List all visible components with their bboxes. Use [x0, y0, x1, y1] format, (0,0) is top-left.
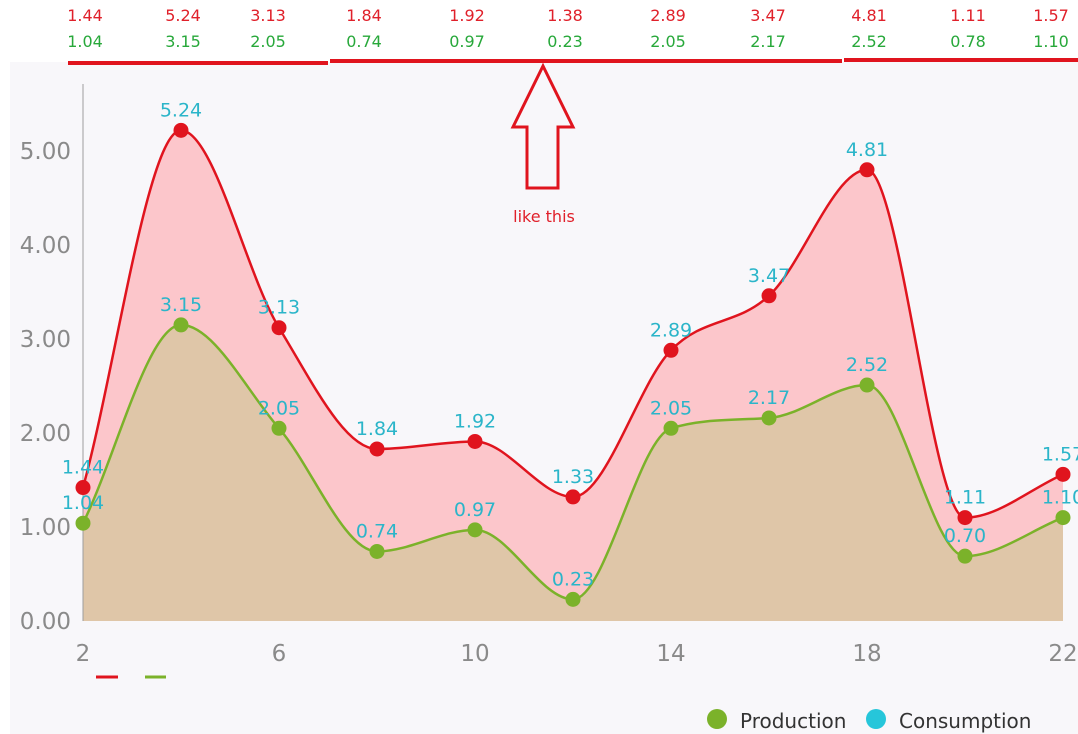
- x-tick-label: 18: [852, 641, 881, 667]
- point-red-series: [369, 441, 385, 457]
- y-tick-label: 3.00: [20, 327, 71, 353]
- top-green-value: 0.23: [547, 32, 583, 51]
- up-arrow-icon: [510, 62, 576, 190]
- point-green-series: [173, 317, 189, 333]
- point-red-series: [271, 320, 287, 336]
- y-tick-label: 1.00: [20, 515, 71, 541]
- data-label-green-series: 0.23: [552, 568, 594, 590]
- top-red-value: 1.92: [449, 6, 485, 25]
- top-green-value: 2.17: [750, 32, 786, 51]
- data-label-green-series: 0.74: [356, 520, 398, 542]
- data-label-green-series: 0.97: [454, 499, 496, 521]
- data-label-red-series: 1.33: [552, 466, 594, 488]
- data-label-red-series: 3.13: [258, 297, 300, 319]
- top-green-value: 0.78: [950, 32, 986, 51]
- area-green-series: [83, 324, 1063, 621]
- y-axis-ticks: 0.00 1.00 2.00 3.00 4.00 5.00: [20, 139, 71, 635]
- legend-marker-production: [707, 709, 727, 729]
- data-label-green-series: 2.52: [846, 354, 888, 376]
- top-green-value: 0.97: [449, 32, 485, 51]
- chart-legend: Production Consumption: [707, 709, 1031, 733]
- point-green-series: [663, 420, 679, 436]
- point-red-series: [467, 433, 483, 449]
- point-red-series: [957, 510, 973, 526]
- top-green-value: 0.74: [346, 32, 382, 51]
- top-red-value: 1.11: [950, 6, 986, 25]
- arrow-annotation: like this: [510, 62, 576, 226]
- legend-marker-consumption: [866, 709, 886, 729]
- point-red-series: [565, 489, 581, 505]
- point-red-series: [173, 122, 189, 138]
- point-green-series: [271, 420, 287, 436]
- data-label-green-series: 2.05: [650, 397, 692, 419]
- top-green-value: 1.04: [67, 32, 103, 51]
- point-green-series: [761, 410, 777, 426]
- arrow-caption: like this: [513, 207, 575, 226]
- x-tick-label: 6: [272, 641, 287, 667]
- data-label-red-series: 1.11: [944, 487, 986, 509]
- top-red-value: 2.89: [650, 6, 686, 25]
- top-underline: [68, 58, 1078, 65]
- y-tick-label: 5.00: [20, 139, 71, 165]
- top-red-value: 1.57: [1033, 6, 1069, 25]
- data-labels: 1.44 5.24 3.13 1.84 1.92 1.33 2.89 3.47 4.81 1.11…: [62, 99, 1078, 590]
- data-label-green-series: 1.10: [1042, 487, 1078, 509]
- point-green-series: [565, 591, 581, 607]
- data-label-green-series: 3.15: [160, 294, 202, 316]
- x-tick-label: 22: [1048, 641, 1077, 667]
- top-green-value: 2.05: [650, 32, 686, 51]
- point-green-series: [859, 377, 875, 393]
- top-red-value: 4.81: [851, 6, 887, 25]
- point-red-series: [663, 342, 679, 358]
- data-label-red-series: 1.44: [62, 457, 104, 479]
- top-red-value: 1.38: [547, 6, 583, 25]
- data-label-red-series: 3.47: [748, 265, 790, 287]
- point-red-series: [1055, 466, 1071, 482]
- data-label-red-series: 1.57: [1042, 443, 1078, 465]
- data-label-green-series: 2.17: [748, 387, 790, 409]
- point-green-series: [1055, 510, 1071, 526]
- point-red-series: [761, 288, 777, 304]
- data-label-green-series: 2.05: [258, 397, 300, 419]
- point-red-series: [75, 480, 91, 496]
- x-axis-ticks: 2 6 10 14 18 22: [76, 641, 1078, 667]
- top-red-value: 3.47: [750, 6, 786, 25]
- data-label-red-series: 1.84: [356, 418, 398, 440]
- legend-label-consumption: Consumption: [899, 709, 1031, 733]
- data-label-green-series: 0.70: [944, 525, 986, 547]
- data-label-red-series: 4.81: [846, 139, 888, 161]
- y-tick-label: 0.00: [20, 609, 71, 635]
- top-red-value: 1.44: [67, 6, 103, 25]
- data-label-red-series: 2.89: [650, 319, 692, 341]
- y-tick-label: 2.00: [20, 421, 71, 447]
- data-label-green-series: 1.04: [62, 492, 104, 514]
- data-points: [75, 122, 1071, 607]
- top-red-value: 5.24: [165, 6, 201, 25]
- legend-label-production: Production: [740, 709, 846, 733]
- top-green-value: 1.10: [1033, 32, 1069, 51]
- x-tick-label: 10: [460, 641, 489, 667]
- point-green-series: [369, 543, 385, 559]
- top-red-value: 3.13: [250, 6, 286, 25]
- series-areas: [83, 130, 1063, 621]
- top-red-value: 1.84: [346, 6, 382, 25]
- x-tick-label: 2: [76, 641, 91, 667]
- data-label-red-series: 1.92: [454, 410, 496, 432]
- top-green-value: 3.15: [165, 32, 201, 51]
- point-red-series: [859, 162, 875, 178]
- top-value-annotations: 1.44 5.24 3.13 1.84 1.92 1.38 2.89 3.47 4.81 1.11…: [67, 6, 1069, 51]
- point-green-series: [957, 548, 973, 564]
- top-green-value: 2.05: [250, 32, 286, 51]
- y-tick-label: 4.00: [20, 233, 71, 259]
- top-green-value: 2.52: [851, 32, 887, 51]
- data-label-red-series: 5.24: [160, 99, 202, 121]
- point-green-series: [75, 515, 91, 531]
- x-tick-label: 14: [656, 641, 685, 667]
- point-green-series: [467, 522, 483, 538]
